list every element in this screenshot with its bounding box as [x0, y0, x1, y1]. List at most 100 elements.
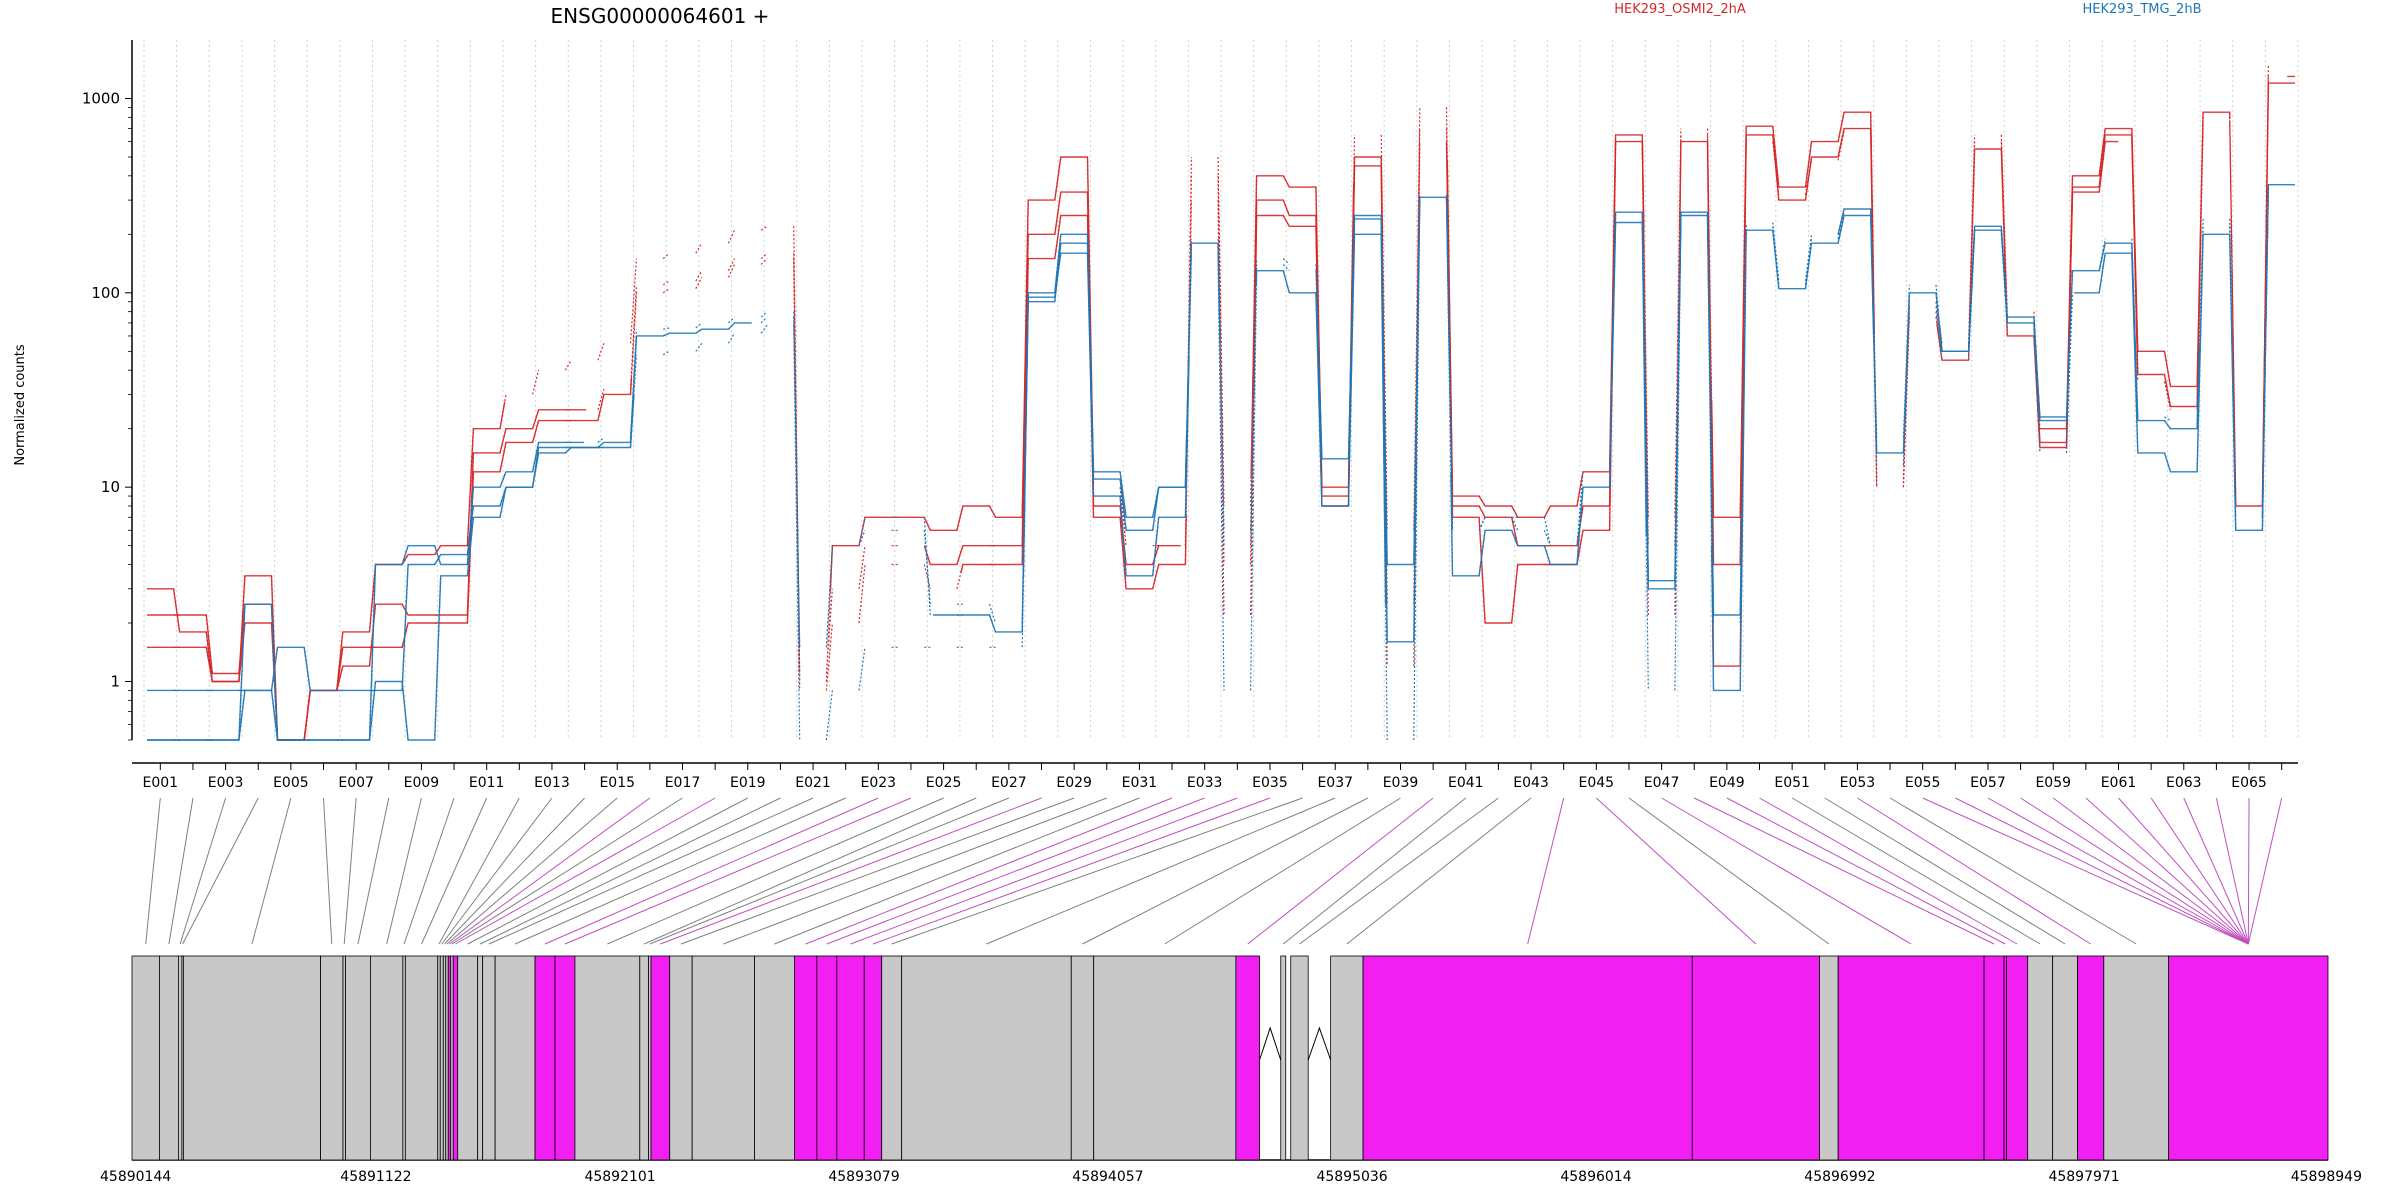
exon-block: [477, 955, 484, 1161]
exon-block: [159, 955, 179, 1161]
exon-block: [691, 955, 755, 1161]
axis-layer: 1 10 100 1000 E001 E003 E005 E007 E009 E011 E013 E0…: [82, 40, 2298, 791]
exon-link-line: [168, 797, 194, 945]
exon-link-line: [1694, 797, 1995, 945]
gene-coordinate-label: 45890144: [100, 1169, 171, 1185]
x-tick-label: E037: [1317, 775, 1353, 791]
exon-block-highlight: [452, 955, 459, 1161]
exon-link-line: [357, 797, 390, 945]
exon-link-line: [680, 797, 1075, 945]
x-tick-label: E039: [1383, 775, 1419, 791]
exon-link-line: [2247, 797, 2250, 945]
series-connector: [173, 189, 2269, 741]
exon-link-line: [403, 797, 455, 945]
exon-block: [1330, 955, 1364, 1161]
x-tick-label: E029: [1056, 775, 1092, 791]
gene-coordinate-label: 45894057: [1072, 1169, 1143, 1185]
x-tick-label: E013: [534, 775, 570, 791]
exon-block: [1280, 955, 1287, 1161]
x-tick-label: E053: [1840, 775, 1876, 791]
exon-link-line: [1164, 797, 1401, 945]
x-tick-label: E045: [1579, 775, 1615, 791]
x-tick-label: E021: [795, 775, 831, 791]
x-tick-label: E023: [861, 775, 897, 791]
series-layer: [147, 63, 2295, 741]
exon-link-line: [1282, 797, 1467, 945]
x-tick-label: E009: [404, 775, 440, 791]
exon-link-line: [723, 797, 1107, 945]
exon-block: [482, 955, 496, 1161]
exon-link-line: [1527, 797, 1565, 945]
x-tick-label: E051: [1774, 775, 1810, 791]
exon-link-line: [1759, 797, 2018, 945]
exon-link-line: [455, 797, 716, 945]
y-tick-label: 10: [101, 478, 120, 496]
exon-block-highlight: [2077, 955, 2105, 1161]
x-tick-label: E007: [338, 775, 374, 791]
exon-link-line: [1299, 797, 1499, 945]
gene-coordinate-label: 45896992: [1804, 1169, 1875, 1185]
exon-link-line: [467, 797, 749, 945]
gene-model-layer: 45890144 45891122 45892101 45893079 45894057…: [100, 955, 2362, 1185]
exon-link-line: [1791, 797, 2041, 945]
exon-block-highlight: [1983, 955, 2005, 1161]
exon-link-line: [1082, 797, 1369, 945]
exon-link-line: [2052, 797, 2249, 945]
exon-block: [404, 955, 439, 1161]
x-tick-label: E017: [665, 775, 701, 791]
x-tick-label: E047: [1644, 775, 1680, 791]
exon-link-line: [1955, 797, 2249, 945]
exon-link-line: [826, 797, 1205, 945]
exon-link-line: [643, 797, 977, 945]
exon-link-line: [2085, 797, 2249, 945]
exon-link-line: [2183, 797, 2249, 945]
x-tick-label: E061: [2101, 775, 2137, 791]
exon-block-highlight: [2006, 955, 2029, 1161]
exon-block: [494, 955, 536, 1161]
exon-link-line: [441, 797, 553, 945]
exon-link-line: [2020, 797, 2249, 945]
exon-link-line: [564, 797, 912, 945]
exon-link-line: [891, 797, 1303, 945]
legend-entry-tmg: HEK293_TMG_2hB: [2083, 2, 2202, 17]
exon-link-line: [2118, 797, 2249, 945]
x-tick-label: E033: [1187, 775, 1223, 791]
exon-link-line: [986, 797, 1336, 945]
exon-block: [901, 955, 1072, 1161]
exon-link-line: [660, 797, 1042, 945]
exon-block-highlight: [2168, 955, 2329, 1161]
x-tick-label: E043: [1513, 775, 1549, 791]
exon-block: [1093, 955, 1237, 1161]
intron-chevron: [1307, 1026, 1332, 1061]
gene-coordinate-label: 45898949: [2291, 1169, 2362, 1185]
exon-link-line: [872, 797, 1271, 945]
x-tick-label: E015: [599, 775, 635, 791]
series-connector: [173, 184, 2269, 741]
x-tick-label: E005: [273, 775, 309, 791]
exon-link-line: [444, 797, 585, 945]
exon-block-highlight: [554, 955, 576, 1161]
exon-link-line: [850, 797, 1238, 945]
x-tick-label: E065: [2231, 775, 2267, 791]
exon-link-line: [2215, 797, 2249, 945]
x-tick-label: E031: [1122, 775, 1158, 791]
x-tick-label: E025: [926, 775, 962, 791]
exon-link-line: [2247, 797, 2283, 945]
x-tick-label: E041: [1448, 775, 1484, 791]
x-tick-label: E027: [991, 775, 1027, 791]
x-tick-label: E011: [469, 775, 505, 791]
exon-block: [345, 955, 371, 1161]
exon-block: [1070, 955, 1095, 1161]
exon-block: [2103, 955, 2170, 1161]
exon-link-line: [1824, 797, 2066, 945]
exon-block: [320, 955, 344, 1161]
exon-link-line: [607, 797, 944, 945]
exon-block-highlight: [1691, 955, 1820, 1161]
exon-link-line: [1726, 797, 2006, 945]
exon-block: [574, 955, 641, 1161]
exon-link-line: [386, 797, 422, 945]
x-tick-label: E001: [143, 775, 179, 791]
exon-link-line: [1857, 797, 2091, 945]
exon-link-line: [1889, 797, 2137, 945]
